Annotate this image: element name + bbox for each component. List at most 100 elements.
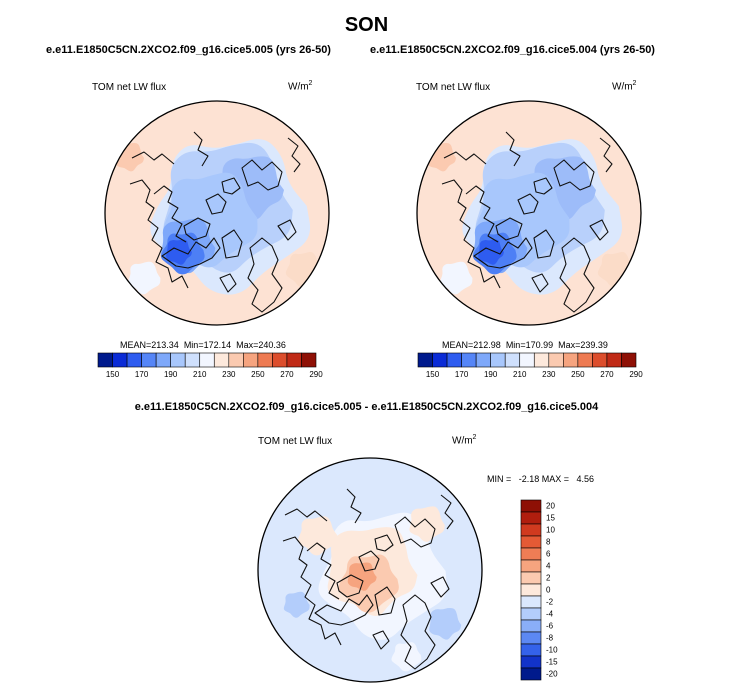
- panel-1-colorbar-box: [286, 352, 302, 368]
- panel-2-coastlines: [441, 131, 613, 313]
- diff-panel-colorbar-box: [520, 643, 542, 657]
- panel-2-coastline: [589, 219, 609, 241]
- panel-1-colorbar-tick-label: 290: [309, 370, 323, 379]
- panel-2-colorbar-tick-label: 270: [600, 370, 614, 379]
- panel-2-colorbar-box: [606, 352, 622, 368]
- panel-2-coastline: [441, 179, 501, 289]
- panel-2-variable-label: TOM net LW flux: [416, 82, 491, 93]
- panel-1-colorbar: [97, 352, 317, 368]
- diff-panel-coastline: [314, 594, 374, 626]
- panel-2-colorbar-box: [446, 352, 462, 368]
- panel-2-colorbar: [417, 352, 637, 368]
- panel-2-colorbar-box: [621, 352, 637, 368]
- panel-1-colorbar-box: [213, 352, 230, 368]
- panel-2-colorbar-box: [548, 352, 564, 368]
- diff-panel-coastline: [374, 534, 394, 552]
- panel-2-coastline: [533, 229, 555, 259]
- panel-1-coastline: [221, 177, 241, 195]
- panel-2-units: W/m2: [612, 80, 637, 93]
- panel-1-stats: MEAN=213.34 Min=172.14 Max=240.36: [120, 340, 286, 350]
- panel-1-colorbar-box: [184, 352, 201, 368]
- panel-2-field-contour: [478, 239, 504, 265]
- diff-panel-colorbar-box: [520, 583, 542, 597]
- panel-2-coastline: [443, 151, 487, 165]
- diff-panel-coastline: [394, 516, 436, 548]
- panel-2-colorbar-tick-label: 190: [483, 370, 498, 379]
- diff-panel-coastline: [346, 488, 362, 524]
- panel-2-coastline: [599, 137, 613, 173]
- panel-2-colorbar-box: [504, 352, 521, 368]
- panel-2-colorbar-box: [461, 352, 477, 368]
- panel-2-colorbar-box: [592, 352, 608, 368]
- panel-1-field-contour: [128, 261, 161, 295]
- diff-panel-stats: MIN = -2.18 MAX = 4.56: [487, 474, 595, 484]
- panel-2-case-title: e.e11.E1850C5CN.2XCO2.f09_g16.cice5.004 …: [370, 44, 655, 56]
- panel-2-coastline: [553, 159, 595, 191]
- diff-panel-coastline: [358, 550, 380, 572]
- panel-2-coastline: [473, 237, 533, 269]
- diff-panel-colorbar-box: [520, 607, 542, 621]
- diff-panel-colorbar-box: [520, 571, 542, 585]
- diff-panel-coastline: [440, 494, 454, 530]
- diff-panel-colorbar-box: [520, 619, 542, 633]
- diff-panel-polar-map: [257, 457, 483, 683]
- panel-1-field: [105, 101, 329, 325]
- panel-1-coastline: [183, 217, 211, 241]
- diff-panel-colorbar-tick-label: 0: [546, 585, 551, 595]
- diff-panel-colorbar-box: [520, 667, 542, 681]
- diff-panel-colorbar-box: [520, 499, 542, 513]
- panel-2-polar-map: [416, 100, 642, 326]
- panel-1-colorbar-box: [272, 352, 288, 368]
- panel-1-colorbar-box: [257, 352, 273, 368]
- diff-panel-colorbar: [520, 499, 542, 681]
- diff-panel-colorbar-tick-label: 2: [546, 573, 551, 583]
- diff-panel-colorbar-tick-label: 6: [546, 549, 551, 559]
- panel-2-map-border: [416, 100, 642, 326]
- diff-panel-coastline: [430, 576, 450, 598]
- diff-panel-field-contour: [283, 591, 310, 618]
- panel-1-colorbar-tick-label: 150: [105, 370, 120, 379]
- panel-2-coastline: [505, 131, 521, 167]
- panel-1-colorbar-box: [243, 352, 259, 368]
- diff-panel-map-border: [257, 457, 483, 683]
- panel-1-case-title: e.e11.E1850C5CN.2XCO2.f09_g16.cice5.005 …: [46, 44, 331, 56]
- diff-panel-colorbar-ticks: 20 15 10 8 6 4 2 0 -2 -4 -6 -8 -10 -15 -20: [546, 500, 586, 680]
- panel-2-colorbar-tick-label: 230: [542, 370, 556, 379]
- diff-panel-coastline: [374, 586, 396, 616]
- diff-panel-coastline: [306, 542, 340, 600]
- panel-1-coastline: [161, 237, 221, 269]
- panel-1-colorbar-box: [228, 352, 244, 368]
- panel-1-coastline: [287, 137, 301, 173]
- panel-1-coastline: [193, 131, 209, 167]
- panel-2-coastline: [533, 177, 553, 195]
- panel-1-polar-map: [104, 100, 330, 326]
- panel-1-coastline: [241, 159, 283, 191]
- diff-panel-coastline: [336, 574, 364, 598]
- panel-2-colorbar-box: [490, 352, 506, 368]
- panel-1-colorbar-tick-label: 190: [163, 370, 178, 379]
- diff-panel-coastline: [282, 536, 342, 646]
- diff-panel-coastline: [372, 630, 390, 650]
- diff-panel-colorbar-box: [520, 523, 542, 537]
- diff-panel-field-contour: [298, 516, 338, 556]
- panel-2-colorbar-tick-label: 170: [454, 370, 469, 379]
- panel-1-colorbar-box: [97, 352, 113, 368]
- diff-panel-colorbar-tick-label: 8: [546, 537, 551, 547]
- diff-panel-colorbar-box: [520, 511, 542, 525]
- panel-2-coastline: [559, 237, 595, 313]
- panel-2-colorbar-box: [475, 352, 491, 368]
- panel-1-colorbar-box: [301, 352, 317, 368]
- diff-panel-title: e.e11.E1850C5CN.2XCO2.f09_g16.cice5.005 …: [134, 401, 599, 413]
- panel-2-colorbar-tick-label: 250: [571, 370, 585, 379]
- panel-2-colorbar-box: [577, 352, 593, 368]
- panel-1-field-contour: [166, 239, 192, 265]
- panel-1-coastline: [205, 193, 227, 215]
- panel-1-coastline: [129, 179, 189, 289]
- panel-2-colorbar-box: [533, 352, 550, 368]
- panel-2-colorbar-tick-label: 150: [425, 370, 440, 379]
- diff-panel-colorbar-box: [520, 535, 542, 549]
- diff-panel-units: W/m2: [452, 434, 477, 447]
- diff-panel-coastlines: [282, 488, 454, 670]
- panel-1-coastline: [277, 219, 297, 241]
- diff-panel-colorbar-tick-label: 20: [546, 501, 555, 511]
